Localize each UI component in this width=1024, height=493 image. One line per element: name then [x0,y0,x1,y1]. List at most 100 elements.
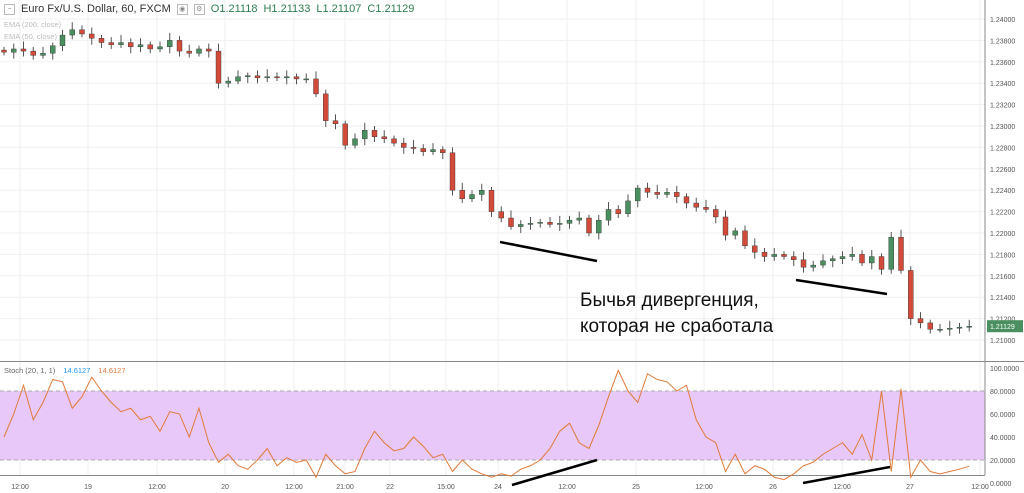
candle-up [118,42,124,45]
candle-up [771,254,777,257]
candle-down [586,217,592,234]
settings-icon[interactable]: ⚙ [193,3,205,15]
candle-down [761,252,768,257]
candle-up [664,192,670,195]
candle-down [323,93,329,121]
candle-down [908,270,914,319]
candle-down [332,120,339,125]
candle-up [284,76,290,79]
time-tick-label: 25 [632,484,640,491]
candle-down [313,78,319,95]
price-tick-label: 1.23800 [990,38,1015,45]
close-value: C1.21129 [367,3,415,15]
candle-up [537,222,543,224]
candle-down [927,322,933,330]
candle-down [108,42,114,45]
collapse-icon[interactable]: − [4,3,15,15]
candle-down [274,76,280,79]
candle-up [576,217,582,221]
chart-header: − Euro Fx/U.S. Dollar, 60, FXCM ◉ ⚙ O1.2… [4,3,414,15]
candle-down [254,75,261,79]
indicator-ema200[interactable]: EMA (200, close) [4,20,62,29]
symbol-title[interactable]: Euro Fx/U.S. Dollar, 60, FXCM [21,3,171,15]
candle-down [615,209,621,214]
candle-up [40,53,46,56]
candle-down [381,136,387,140]
candle-down [722,216,729,236]
price-tick-label: 1.23600 [990,60,1015,67]
stoch-tick-label: 20.0000 [990,458,1015,465]
price-tick-label: 1.22800 [990,145,1015,152]
price-tick-label: 1.23400 [990,81,1015,88]
candle-down [176,40,183,52]
time-tick-label: 19 [84,484,92,491]
candle-up [888,237,894,270]
indicator-ema50[interactable]: EMA (50, close) [4,32,57,41]
candle-down [644,187,651,193]
price-tick-label: 1.21800 [990,252,1015,259]
price-tick-label: 1.21000 [990,338,1015,345]
candle-up [527,223,534,225]
time-tick-label: 12:00 [11,484,29,491]
divergence-trendline [499,240,598,263]
time-tick-label: 12:00 [695,484,713,491]
candle-up [596,219,602,234]
candle-up [157,46,163,50]
candle-down [206,48,212,52]
time-tick-label: 27 [906,484,914,491]
candle-down [752,245,758,253]
candle-down [488,189,495,212]
candle-up [59,34,66,46]
candle-up [352,138,358,146]
candle-up [11,48,17,53]
candle-up [732,230,738,236]
annotation-text: Бычья дивергенция, которая не сработала [580,288,773,340]
last-price-tag [987,320,1023,333]
time-tick-label: 20 [221,484,229,491]
candle-up [830,258,836,262]
candle-down [508,217,514,227]
price-tick-label: 1.21200 [990,317,1015,324]
candle-down [459,189,465,199]
candle-up [947,328,953,330]
candle-down [781,254,787,257]
time-tick-label: 12:00 [971,484,989,491]
candle-down [401,142,407,148]
price-tick-label: 1.21600 [990,274,1015,281]
time-tick-label: 12:00 [148,484,166,491]
stoch-band [0,391,985,460]
time-tick-label: 12:00 [285,484,303,491]
candle-down [878,256,885,270]
candle-down [654,192,660,195]
candle-down [293,76,300,80]
candle-up [635,187,641,202]
annotation-line-1: Бычья дивергенция, [580,290,759,311]
high-value: H1.21133 [263,3,311,15]
candle-down [547,222,553,225]
candle-up [303,78,309,81]
candle-down [742,230,748,247]
stoch-tick-label: 0.0000 [990,481,1012,488]
stoch-label[interactable]: Stoch (20, 1, 1) [4,366,56,375]
candle-down [859,254,865,264]
candle-up [518,224,524,227]
candle-down [420,148,426,152]
eye-icon[interactable]: ◉ [176,3,188,15]
candle-down [1,49,7,53]
candle-up [430,149,436,152]
candle-down [128,42,134,48]
stoch-legend: Stoch (20, 1, 1) 14.6127 14.6127 [4,366,126,375]
candle-down [693,202,699,208]
candle-down [674,192,680,197]
divergence-trendline [511,458,598,487]
candle-down [186,50,192,54]
candle-up [264,76,270,79]
time-tick-label: 22 [386,484,394,491]
candle-down [498,211,504,219]
candle-down [342,123,348,146]
price-tick-label: 1.22600 [990,167,1015,174]
time-tick-label: 24 [494,484,502,491]
price-tick-label: 1.23000 [990,124,1015,131]
